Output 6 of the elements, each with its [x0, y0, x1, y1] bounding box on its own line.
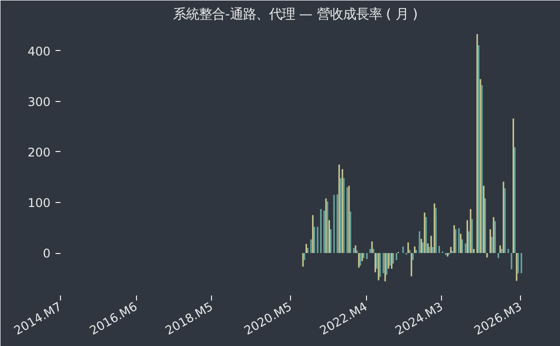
y-tick-label: 200	[28, 145, 50, 160]
y-tick-label: 400	[28, 44, 50, 58]
chart-title: 系統整合-通路、代理 — 營收成長率 ( 月 )	[173, 6, 418, 22]
y-tick-label: 100	[28, 196, 50, 210]
y-tick-label: 0	[42, 246, 51, 261]
y-tick-label: 300	[28, 94, 50, 109]
